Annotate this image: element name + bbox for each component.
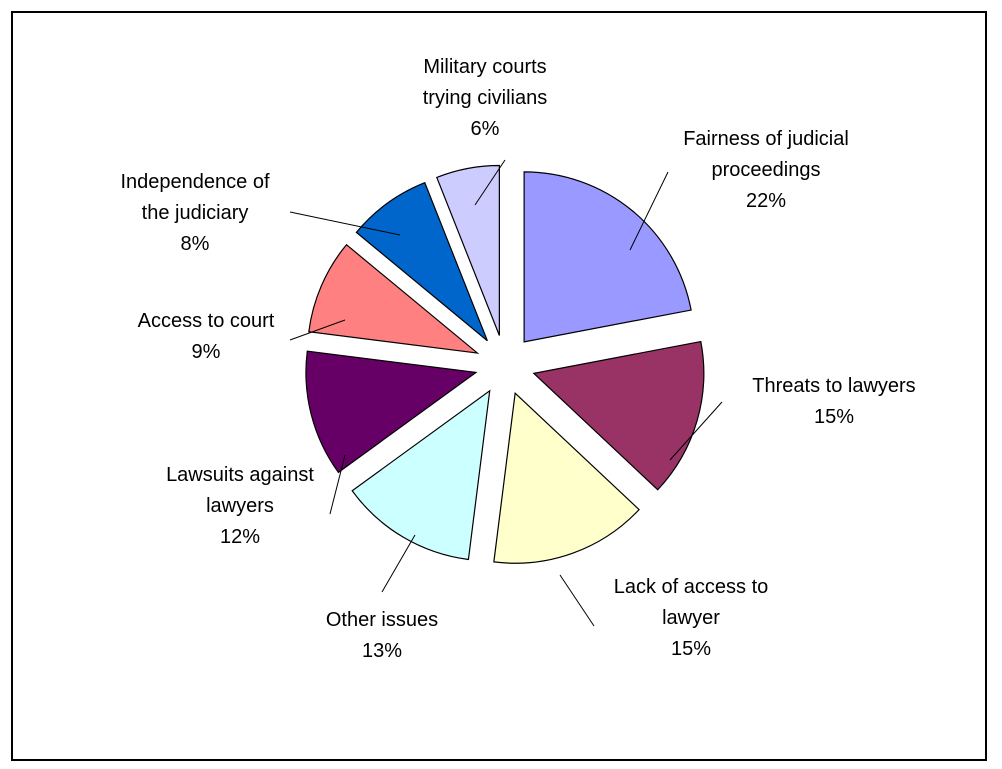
slice-label-access-to-court: Access to court 9%: [138, 310, 275, 363]
leader-line: [329, 454, 346, 515]
pie-slice-access-to-court: [308, 243, 480, 354]
pie-slice-lack-of-access-to-lawyer: [493, 391, 640, 564]
slice-label-independence-of-the-judiciary: Independence of the judiciary 8%: [120, 171, 269, 255]
pie-slice-lawsuits-against-lawyers: [305, 350, 478, 474]
leader-line: [474, 159, 506, 206]
leader-line: [559, 574, 595, 627]
slice-label-other-issues: Other issues 13%: [326, 609, 438, 662]
slice-label-threats-to-lawyers: Threats to lawyers 15%: [752, 375, 915, 428]
pie-slice-military-courts-trying-civilians: [436, 164, 500, 336]
slice-label-military-courts-trying-civilians: Military courts trying civilians 6%: [423, 56, 547, 140]
leader-line: [381, 534, 416, 593]
pie-slice-independence-of-the-judiciary: [355, 181, 488, 342]
slice-label-fairness-of-judicial-proceedings: Fairness of judicial proceedings 22%: [683, 128, 849, 212]
leader-line: [629, 171, 669, 251]
leader-line: [289, 319, 346, 341]
chart-frame: [11, 11, 987, 761]
slice-label-lawsuits-against-lawyers: Lawsuits against lawyers 12%: [166, 464, 314, 548]
pie-slice-fairness-of-judicial-proceedings: [523, 171, 692, 343]
leader-line: [669, 401, 723, 461]
leader-line: [289, 211, 401, 236]
pie-slice-threats-to-lawyers: [532, 340, 705, 491]
pie-slice-other-issues: [351, 389, 491, 561]
slice-label-lack-of-access-to-lawyer: Lack of access to lawyer 15%: [614, 576, 769, 660]
